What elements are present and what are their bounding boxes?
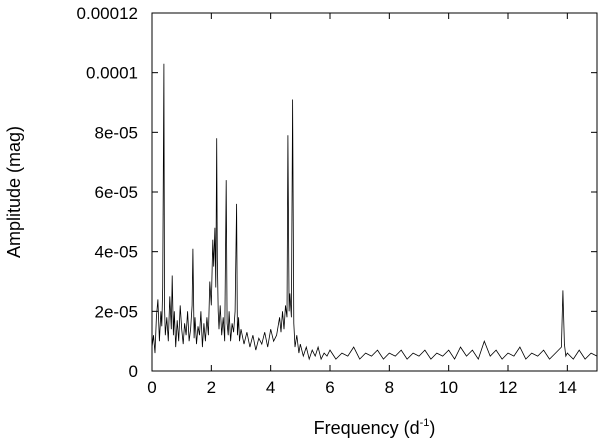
x-tick-label: 6 — [325, 378, 334, 397]
plot-area: 0 2 4 6 8 10 12 14 02e-054e-056e-058e-050.00010… — [77, 4, 598, 397]
y-axis-title: Amplitude (mag) — [4, 126, 24, 258]
y-tick-label: 0 — [129, 362, 138, 381]
series-line — [151, 63, 598, 361]
x-tick-label: 14 — [558, 378, 577, 397]
y-tick-label: 6e-05 — [95, 183, 138, 202]
y-tick-label: 8e-05 — [95, 123, 138, 142]
x-axis-title-superscript: -1 — [420, 417, 430, 429]
x-axis-title: Frequency (d-1) — [314, 417, 436, 438]
x-tick-label: 8 — [385, 378, 394, 397]
y-axis-ticks: 0 2e-05 4e-05 6e-05 8e-05 0.0001 0.00012 — [77, 4, 597, 381]
x-axis-ticks: 0 2 4 6 8 10 12 14 — [147, 13, 577, 397]
x-tick-label: 4 — [266, 378, 275, 397]
x-axis-title-text: Frequency (d — [314, 418, 420, 438]
x-tick-label: 0 — [147, 378, 156, 397]
x-tick-label: 12 — [499, 378, 518, 397]
y-tick-label: 4e-05 — [95, 243, 138, 262]
x-tick-label: 10 — [439, 378, 458, 397]
y-tick-label: 0.00012 — [77, 4, 138, 23]
y-tick-label: 0.0001 — [86, 64, 138, 83]
x-axis-title-suffix: ) — [429, 418, 435, 438]
x-tick-label: 2 — [207, 378, 216, 397]
y-tick-label: 2e-05 — [95, 302, 138, 321]
